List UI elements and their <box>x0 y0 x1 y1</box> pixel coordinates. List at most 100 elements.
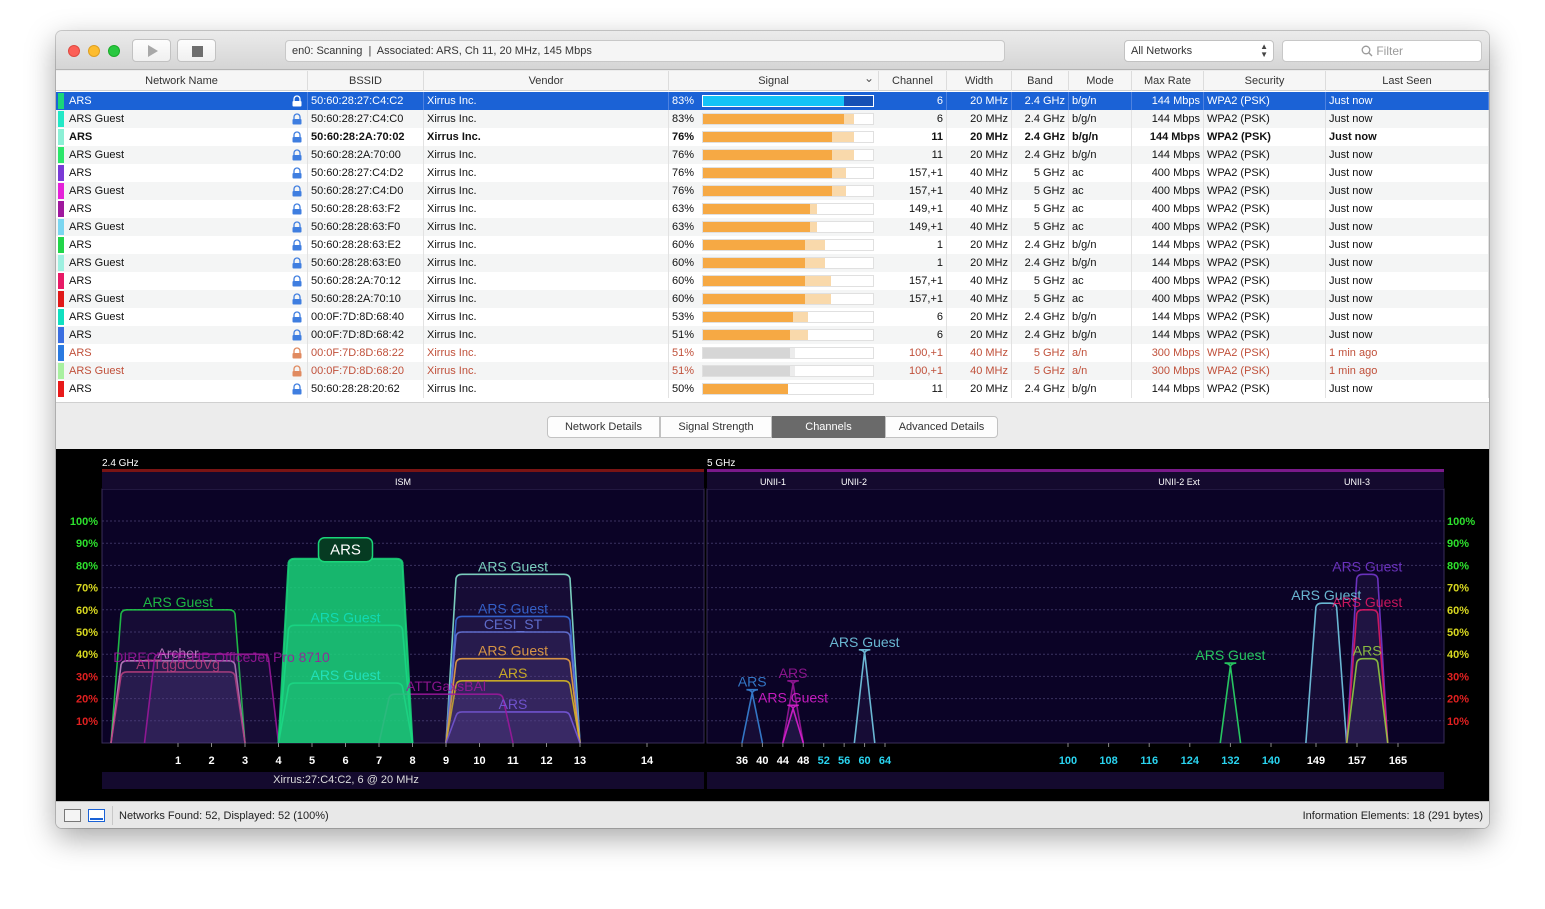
table-row[interactable]: ARS 50:60:28:27:C4:D2 Xirrus Inc. 76% 157,+1… <box>56 164 1489 182</box>
detail-pane-toggle-icon[interactable] <box>88 809 105 822</box>
table-row[interactable]: ARS 50:60:28:2A:70:02 Xirrus Inc. 76% 11 20 M… <box>56 128 1489 146</box>
x-tick-label: 52 <box>818 755 830 767</box>
table-row[interactable]: ARS Guest 50:60:28:2A:70:10 Xirrus Inc. 60%… <box>56 290 1489 308</box>
channel-graph: 2.4 GHz 5 GHz ISM UNII-1 UNII-2 UNII-2 Ext UNI… <box>56 449 1489 801</box>
network-label-24ghz: ARS Guest <box>143 594 213 610</box>
close-window-button[interactable] <box>68 45 80 57</box>
lock-icon <box>291 95 303 107</box>
network-label-24ghz: ARS Guest <box>310 609 380 625</box>
tab-network-details[interactable]: Network Details <box>547 416 660 438</box>
column-header-channel[interactable]: Channel <box>879 71 947 91</box>
cell-band: 5 GHz <box>1012 290 1069 308</box>
signal-bar <box>702 311 874 323</box>
table-row[interactable]: ARS Guest 00:0F:7D:8D:68:20 Xirrus Inc. 51%… <box>56 362 1489 380</box>
y-tick-label-left: 80% <box>76 560 98 572</box>
table-row[interactable]: ARS Guest 50:60:28:27:C4:C0 Xirrus Inc. 83%… <box>56 110 1489 128</box>
x-tick-label: 157 <box>1348 755 1366 767</box>
table-row[interactable]: ARS 50:60:28:2A:70:12 Xirrus Inc. 60% 157,+1… <box>56 272 1489 290</box>
cell-security: WPA2 (PSK) <box>1204 218 1326 236</box>
cell-security: WPA2 (PSK) <box>1204 236 1326 254</box>
cell-vendor: Xirrus Inc. <box>424 182 669 200</box>
cell-vendor: Xirrus Inc. <box>424 128 669 146</box>
cell-width: 40 MHz <box>947 344 1012 362</box>
zoom-window-button[interactable] <box>108 45 120 57</box>
column-header-max-rate[interactable]: Max Rate <box>1132 71 1204 91</box>
cell-width: 20 MHz <box>947 236 1012 254</box>
table-row[interactable]: ARS 00:0F:7D:8D:68:42 Xirrus Inc. 51% 6 20 MH… <box>56 326 1489 344</box>
table-row[interactable]: ARS Guest 50:60:28:28:63:F0 Xirrus Inc. 63%… <box>56 218 1489 236</box>
x-tick-label: 2 <box>208 755 214 767</box>
y-tick-label-left: 100% <box>70 516 98 528</box>
main-window: en0: Scanning | Associated: ARS, Ch 11, … <box>56 31 1489 828</box>
network-label-24ghz: ARS <box>499 696 528 712</box>
signal-bar <box>702 131 874 143</box>
y-tick-label-right: 100% <box>1447 516 1475 528</box>
play-button[interactable] <box>132 39 171 62</box>
tab-channels[interactable]: Channels <box>772 416 885 438</box>
column-header-mode[interactable]: Mode <box>1069 71 1132 91</box>
column-header-last-seen[interactable]: Last Seen <box>1326 71 1489 91</box>
cell-network-name: ARS Guest <box>66 110 308 128</box>
network-label-24ghz: ARS Guest <box>478 600 548 616</box>
cell-max-rate: 300 Mbps <box>1132 344 1204 362</box>
column-header-band[interactable]: Band <box>1012 71 1069 91</box>
cell-vendor: Xirrus Inc. <box>424 344 669 362</box>
cell-bssid: 50:60:28:27:C4:D0 <box>308 182 424 200</box>
sidebar-toggle-icon[interactable] <box>64 809 81 822</box>
cell-channel: 100,+1 <box>879 344 947 362</box>
cell-security: WPA2 (PSK) <box>1204 380 1326 398</box>
table-row[interactable]: ARS Guest 00:0F:7D:8D:68:40 Xirrus Inc. 53%… <box>56 308 1489 326</box>
column-header-vendor[interactable]: Vendor <box>424 71 669 91</box>
table-row[interactable]: ARS 50:60:28:28:63:F2 Xirrus Inc. 63% 149,+1… <box>56 200 1489 218</box>
signal-bar-current <box>703 114 844 124</box>
column-header-signal[interactable]: Signal ⌄ <box>669 71 879 91</box>
cell-vendor: Xirrus Inc. <box>424 200 669 218</box>
table-row[interactable]: ARS Guest 50:60:28:2A:70:00 Xirrus Inc. 76%… <box>56 146 1489 164</box>
cell-network-name: ARS Guest <box>66 218 308 236</box>
table-row[interactable]: ARS 00:0F:7D:8D:68:22 Xirrus Inc. 51% 100,+1… <box>56 344 1489 362</box>
subband-label: UNII-1 <box>760 477 786 487</box>
cell-network-name: ARS <box>66 326 308 344</box>
cell-width: 40 MHz <box>947 218 1012 236</box>
table-row[interactable]: ARS Guest 50:60:28:28:63:E0 Xirrus Inc. 60%… <box>56 254 1489 272</box>
tab-signal-strength[interactable]: Signal Strength <box>660 416 772 438</box>
column-header-security[interactable]: Security <box>1204 71 1326 91</box>
y-tick-label-left: 70% <box>76 583 98 595</box>
filter-input[interactable]: Filter <box>1282 40 1482 62</box>
table-row[interactable]: ARS 50:60:28:28:20:62 Xirrus Inc. 50% 11 20 M… <box>56 380 1489 398</box>
cell-band: 2.4 GHz <box>1012 128 1069 146</box>
table-row[interactable]: ARS Guest 50:60:28:27:C4:D0 Xirrus Inc. 76%… <box>56 182 1489 200</box>
column-header-network-name[interactable]: Network Name <box>56 71 308 91</box>
cell-bssid: 50:60:28:2A:70:02 <box>308 128 424 146</box>
x-tick-label: 149 <box>1307 755 1325 767</box>
cell-band: 5 GHz <box>1012 200 1069 218</box>
cell-security: WPA2 (PSK) <box>1204 182 1326 200</box>
cell-channel: 149,+1 <box>879 218 947 236</box>
cell-band: 2.4 GHz <box>1012 380 1069 398</box>
stop-button[interactable] <box>177 39 216 62</box>
lock-icon <box>291 185 303 197</box>
network-filter-select[interactable]: All Networks ▲ ▼ <box>1124 40 1274 62</box>
cell-band: 5 GHz <box>1012 344 1069 362</box>
network-color-swatch <box>58 201 64 217</box>
table-row[interactable]: ARS 50:60:28:27:C4:C2 Xirrus Inc. 83% 6 20 MH… <box>56 92 1489 110</box>
cell-network-name: ARS <box>66 272 308 290</box>
x-tick-label: 56 <box>838 755 850 767</box>
cell-band: 2.4 GHz <box>1012 326 1069 344</box>
cell-vendor: Xirrus Inc. <box>424 308 669 326</box>
x-tick-label: 140 <box>1262 755 1280 767</box>
cell-security: WPA2 (PSK) <box>1204 200 1326 218</box>
cell-last-seen: 1 min ago <box>1326 362 1489 380</box>
minimize-window-button[interactable] <box>88 45 100 57</box>
table-row[interactable]: ARS 50:60:28:28:63:E2 Xirrus Inc. 60% 1 20 MH… <box>56 236 1489 254</box>
tab-advanced-details[interactable]: Advanced Details <box>885 416 998 438</box>
cell-network-name: ARS <box>66 128 308 146</box>
signal-bar-current <box>703 366 790 376</box>
column-header-width[interactable]: Width <box>947 71 1012 91</box>
x-tick-label: 10 <box>473 755 485 767</box>
cell-channel: 157,+1 <box>879 182 947 200</box>
column-header-bssid[interactable]: BSSID <box>308 71 424 91</box>
y-tick-label-right: 80% <box>1447 560 1469 572</box>
cell-network-name: ARS Guest <box>66 362 308 380</box>
cell-band: 5 GHz <box>1012 218 1069 236</box>
